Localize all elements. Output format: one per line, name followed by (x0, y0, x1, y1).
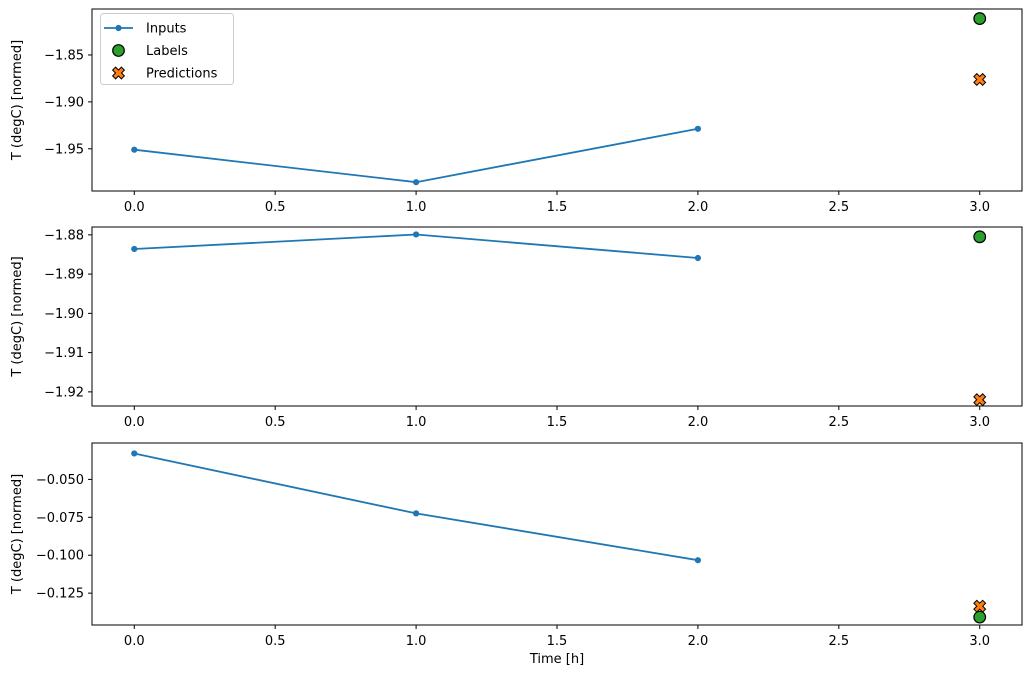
x-tick-label: 1.5 (547, 415, 568, 430)
inputs-point-marker (694, 557, 702, 564)
x-tick-label: 3.0 (969, 415, 990, 430)
y-tick-label: −1.90 (44, 95, 84, 110)
y-tick-label: −1.89 (44, 268, 84, 283)
subplot-1: −1.85 −1.90 −1.95 0.0 0.5 1.0 1.5 2.0 2.5 3.0 T (d… (10, 8, 1023, 215)
labels-marker (973, 230, 987, 244)
legend-item-label: Predictions (146, 67, 218, 82)
x-tick-label: 2.5 (828, 634, 849, 649)
legend-item-inputs: Inputs (104, 22, 187, 37)
inputs-point-marker (412, 510, 420, 517)
y-tick-label: −1.91 (44, 346, 84, 361)
y-axis-label: T (degC) [normed] (10, 474, 25, 595)
x-tick-label: 0.0 (124, 200, 145, 215)
x-tick-label: 0.0 (124, 415, 145, 430)
x-tick-label: 0.0 (124, 634, 145, 649)
axes-frame (91, 442, 1023, 626)
y-tick-label: −1.95 (44, 142, 84, 157)
y-tick-label: −1.88 (44, 228, 84, 243)
legend: Inputs Labels Predictions (100, 13, 234, 85)
y-axis-label: T (degC) [normed] (10, 256, 25, 377)
y-axis-label: T (degC) [normed] (10, 40, 25, 161)
y-tick-label: −0.100 (36, 549, 84, 564)
legend-item-label: Inputs (146, 22, 187, 37)
x-tick-label: 2.0 (688, 634, 709, 649)
inputs-point-marker (694, 125, 702, 132)
inputs-point-marker (694, 254, 702, 262)
inputs-point-marker (412, 179, 420, 186)
x-tick-label: 2.0 (688, 415, 709, 430)
x-tick-label: 0.5 (265, 200, 286, 215)
legend-dot-icon (115, 24, 122, 32)
legend-item-predictions: Predictions (111, 66, 218, 82)
y-tick-label: −1.92 (44, 385, 84, 400)
x-tick-label: 2.0 (688, 200, 709, 215)
y-tick-label: −0.125 (36, 587, 84, 602)
legend-circle-icon (112, 44, 125, 57)
axes-frame (91, 8, 1023, 192)
y-tick-label: −1.85 (44, 48, 84, 63)
inputs-point-marker (131, 450, 138, 457)
predictions-marker (973, 393, 987, 407)
x-tick-label: 3.0 (969, 200, 990, 215)
x-tick-label: 1.0 (406, 200, 427, 215)
x-tick-label: 3.0 (969, 634, 990, 649)
legend-item-labels: Labels (112, 44, 188, 59)
subplot-2: −1.88 −1.89 −1.90 −1.91 −1.92 0.0 0.5 1.0 1.5 2.0… (10, 226, 1023, 430)
subplot-3: −0.050 −0.075 −0.100 −0.125 0.0 0.5 1.0 1.5 2.0 2… (10, 442, 1023, 649)
predictions-marker (973, 72, 987, 87)
legend-item-label: Labels (146, 44, 188, 59)
y-tick-label: −0.075 (36, 511, 84, 526)
inputs-point-marker (131, 245, 138, 253)
inputs-point-marker (412, 231, 420, 238)
inputs-point-marker (131, 146, 138, 153)
x-tick-label: 1.0 (406, 415, 427, 430)
x-axis-label: Time [h] (529, 652, 584, 667)
x-tick-label: 1.5 (547, 200, 568, 215)
x-tick-label: 0.5 (265, 634, 286, 649)
x-tick-label: 1.5 (547, 634, 568, 649)
x-tick-label: 2.5 (828, 200, 849, 215)
x-tick-label: 2.5 (828, 415, 849, 430)
labels-marker (973, 610, 987, 624)
x-tick-label: 0.5 (265, 415, 286, 430)
legend-box (100, 13, 234, 85)
x-tick-label: 1.0 (406, 634, 427, 649)
labels-marker (973, 12, 987, 25)
y-tick-label: −1.90 (44, 307, 84, 322)
legend-x-icon (111, 66, 126, 80)
axes-frame (91, 226, 1023, 407)
predictions-marker (973, 599, 987, 613)
y-tick-label: −0.050 (36, 473, 84, 488)
